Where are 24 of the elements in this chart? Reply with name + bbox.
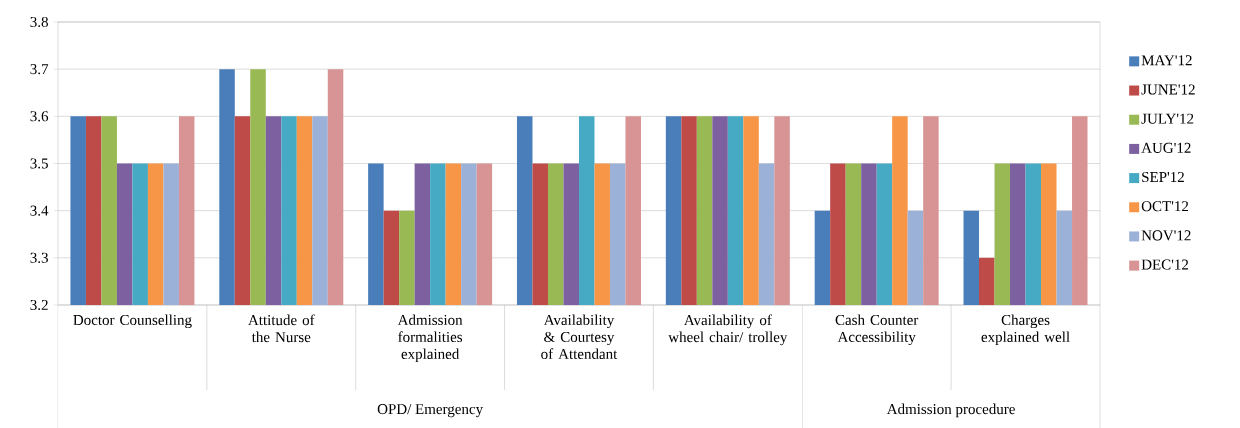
y-tick-label: 3.3 xyxy=(30,252,48,263)
legend-label: JUNE'12 xyxy=(1141,84,1195,95)
x-tick-label: Attitude of the Nurse xyxy=(248,314,315,343)
legend-label: AUG'12 xyxy=(1141,142,1191,153)
legend-label: DEC'12 xyxy=(1141,259,1189,270)
y-tick-label: 3.7 xyxy=(30,64,49,75)
text: OPD/ Emergency xyxy=(377,403,484,418)
x-tick-label: Availability & Courtesy of Attendant xyxy=(541,314,618,359)
legend-label: SEP'12 xyxy=(1142,171,1184,182)
y-tick-label: 3.4 xyxy=(30,205,49,216)
y-tick-label: 3.8 xyxy=(30,16,48,27)
x-tick-label: Charges explained well xyxy=(981,314,1070,345)
x-tick-label: Admission formalities explained xyxy=(397,314,463,362)
legend-label: NOV'12 xyxy=(1141,230,1191,241)
legend-label: JULY'12 xyxy=(1141,113,1194,124)
x-tick-label: Availability of wheel chair/ trolley xyxy=(668,314,788,346)
y-tick-label: 3.6 xyxy=(30,111,49,122)
text: Admission procedure xyxy=(886,403,1015,418)
y-tick-label: 3.2 xyxy=(30,299,48,310)
legend-label: MAY'12 xyxy=(1141,55,1192,66)
y-tick-label: 3.5 xyxy=(30,158,48,169)
legend-label: OCT'12 xyxy=(1141,201,1189,212)
x-tick-label: Cash Counter Accessibility xyxy=(835,314,919,345)
x-tick-label: Doctor Counselling xyxy=(73,314,192,328)
